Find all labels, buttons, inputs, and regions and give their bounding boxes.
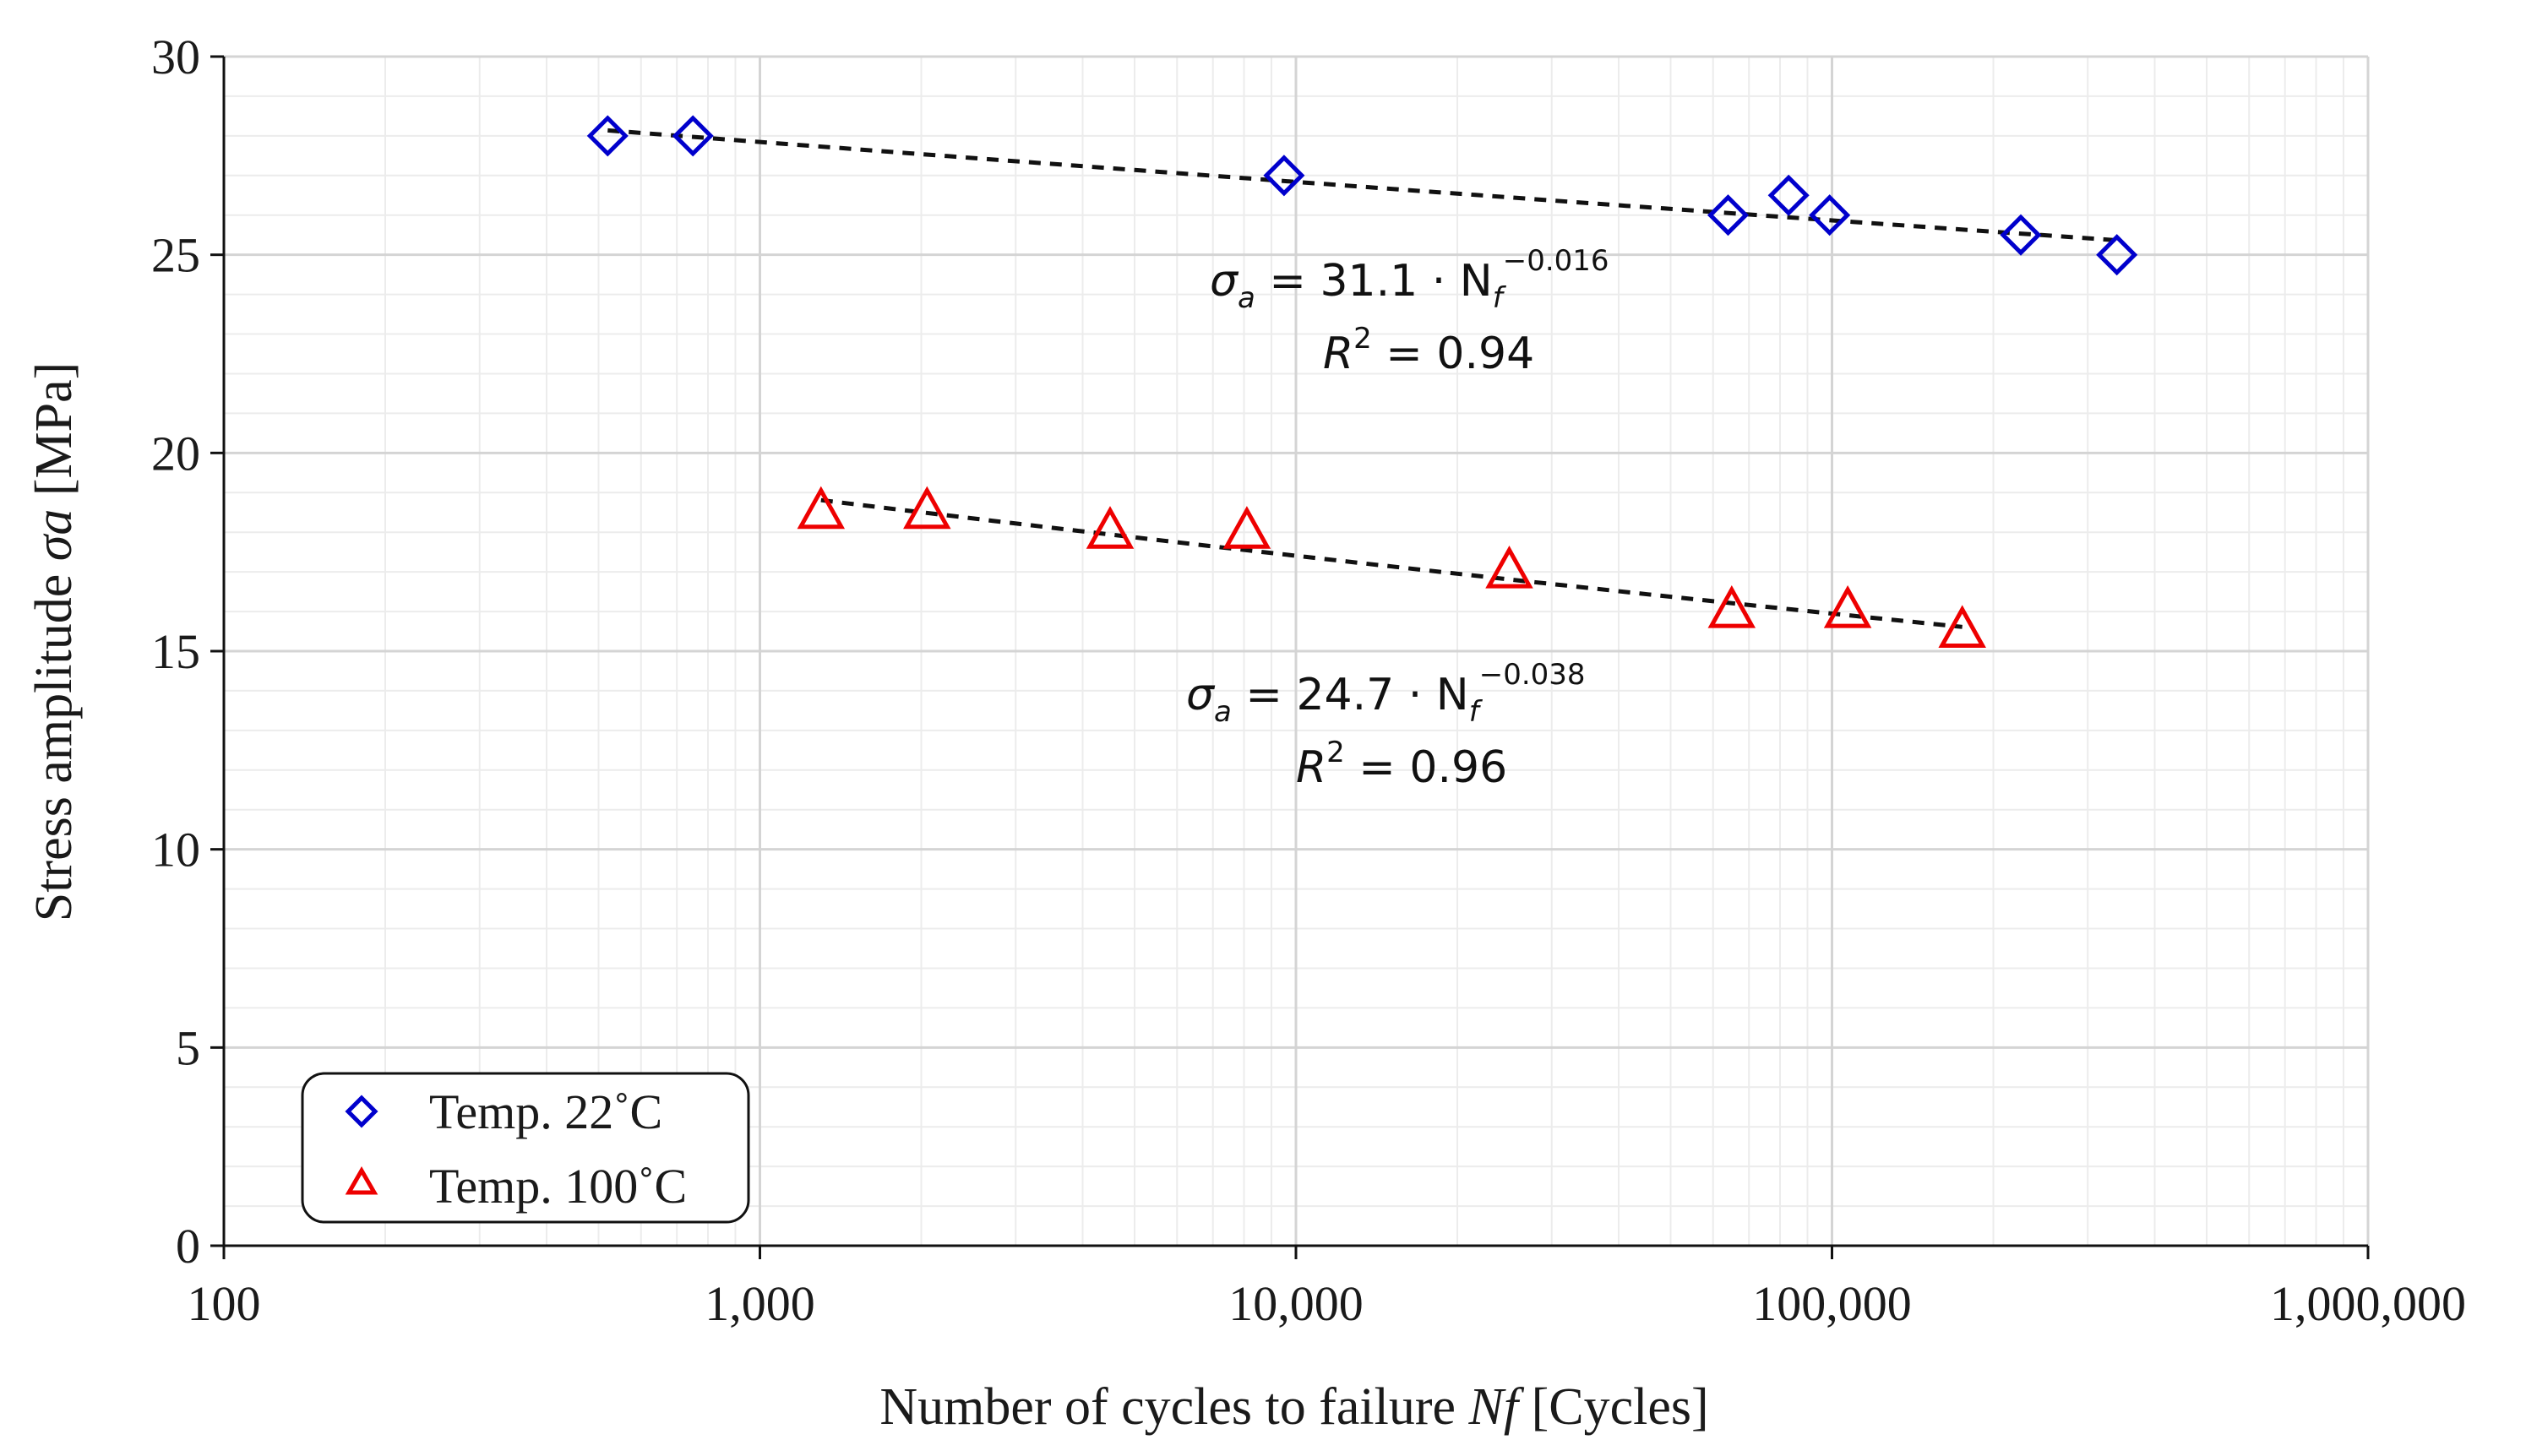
y-tick-label: 30 — [151, 30, 200, 84]
data-point-22c — [2000, 214, 2042, 256]
legend-label-100c: Temp. 100˚C — [429, 1159, 687, 1214]
x-axis-title: Number of cycles to failure Nf [Cycles] — [879, 1378, 1708, 1436]
legend-triangle-marker — [345, 1165, 378, 1195]
data-point-100c — [1938, 605, 1986, 648]
y-axis-title: Stress amplitude σa [MPa] — [25, 362, 83, 922]
y-axis-ticks: 0 5 10 15 20 25 30 — [151, 30, 224, 1274]
y-tick-label: 25 — [151, 228, 200, 283]
y-tick-label: 20 — [151, 426, 200, 481]
data-point-22c — [586, 115, 629, 157]
trendlines — [607, 128, 2117, 629]
data-point-22c — [2096, 234, 2138, 276]
x-tick-label: 100,000 — [1752, 1276, 1912, 1331]
legend-frame — [301, 1072, 750, 1224]
y-tick-label: 5 — [176, 1020, 200, 1075]
y-tick-label: 10 — [151, 823, 200, 877]
legend: Temp. 22˚C Temp. 100˚C — [301, 1072, 750, 1224]
y-tick-label: 15 — [151, 624, 200, 679]
data-point-100c — [903, 486, 951, 530]
data-point-100c — [797, 486, 846, 530]
data-point-22c — [1707, 194, 1750, 236]
y-tick-label: 0 — [176, 1219, 200, 1274]
data-point-100c — [1823, 584, 1872, 628]
trendline-100c — [820, 497, 1963, 629]
x-tick-label: 1,000 — [705, 1276, 815, 1331]
data-point-22c — [672, 115, 714, 157]
data-point-100c — [1086, 506, 1135, 549]
data-point-22c — [1809, 194, 1851, 236]
x-axis-ticks: 100 1,000 10,000 100,000 1,000,000 — [188, 1246, 2466, 1331]
data-point-100c — [1222, 506, 1271, 549]
data-point-22c — [1263, 155, 1305, 197]
legend-label-22c: Temp. 22˚C — [429, 1084, 662, 1139]
r-squared-100c: R2 = 0.96 — [1296, 736, 1507, 793]
r-squared-22c: R2 = 0.94 — [1323, 322, 1534, 379]
major-gridlines — [224, 55, 2370, 1246]
legend-diamond-marker — [345, 1095, 378, 1128]
data-point-100c — [1707, 584, 1756, 628]
x-tick-label: 10,000 — [1228, 1276, 1364, 1331]
data-markers — [586, 115, 2138, 648]
data-point-22c — [1767, 174, 1810, 216]
x-tick-label: 100 — [188, 1276, 261, 1331]
x-tick-label: 1,000,000 — [2270, 1276, 2466, 1331]
data-point-100c — [1485, 545, 1533, 589]
